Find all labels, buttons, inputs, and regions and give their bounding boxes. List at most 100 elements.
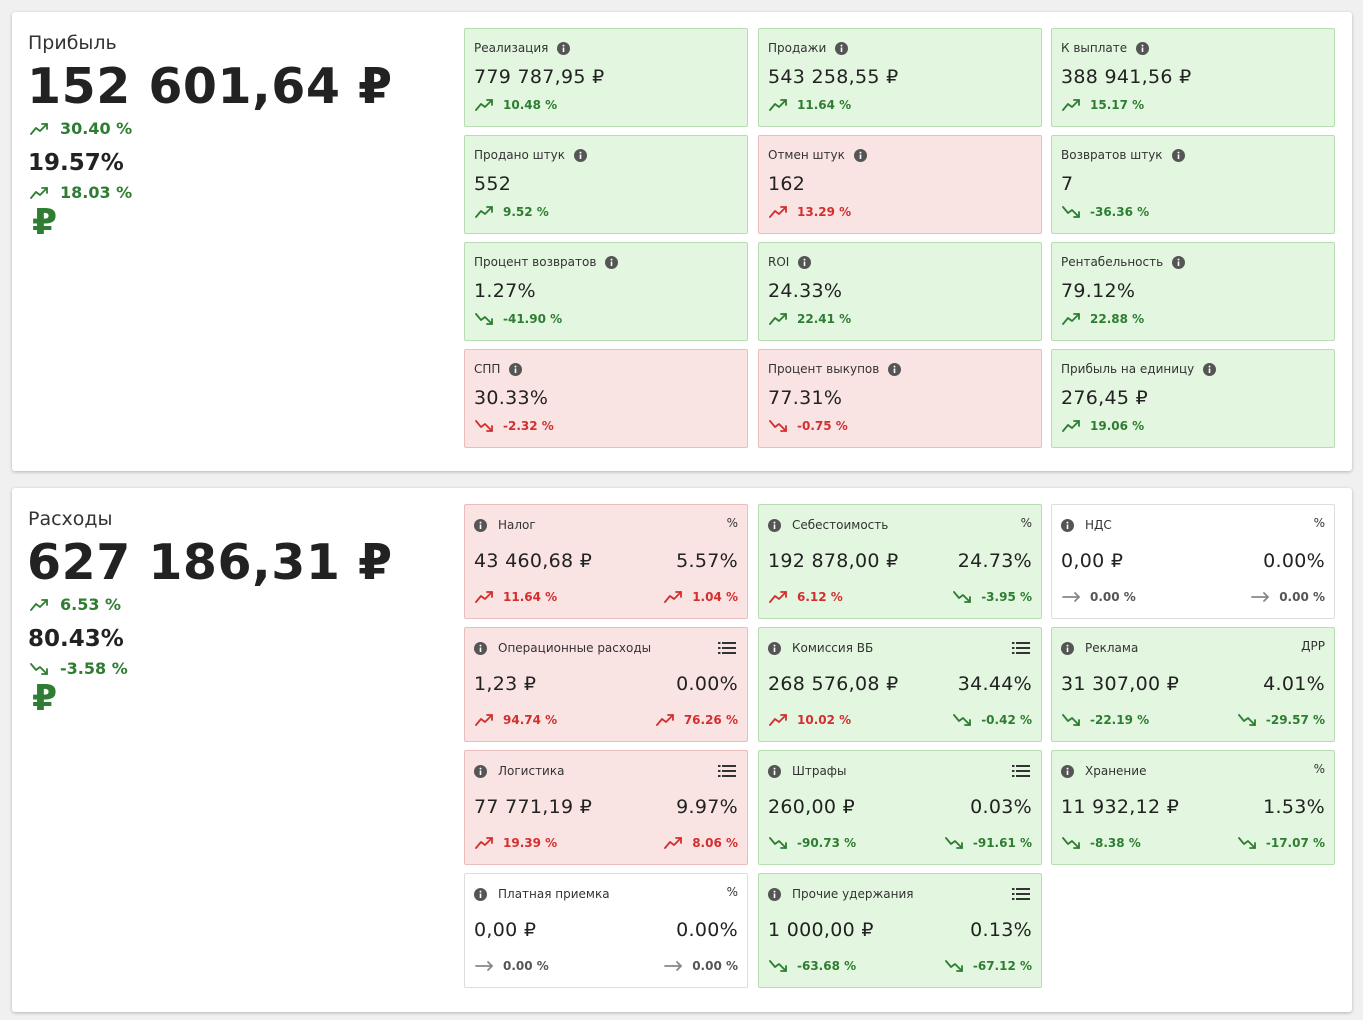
change-text: 18.03 % [60, 183, 133, 202]
icon-part [780, 313, 787, 320]
change: -29.57 % [1237, 713, 1325, 727]
card-label: Реализация [474, 41, 549, 55]
change-text: 15.17 % [1090, 98, 1145, 112]
corner-label: % [1313, 516, 1325, 530]
icon-part [1016, 652, 1030, 654]
card-value: 0,00 ₽ [1061, 550, 1124, 572]
icon-part [610, 258, 613, 261]
list-icon [1012, 642, 1030, 654]
metric-card: Рентабельность 79.12% 22.88 % [1051, 242, 1335, 341]
icon-part [1073, 719, 1080, 726]
metric-card: Процент выкупов 77.31% -0.75 % [758, 349, 1042, 448]
change-text: 22.88 % [1090, 312, 1145, 326]
currency-icon: ₽ [32, 202, 58, 243]
info-icon [768, 518, 781, 532]
icon-part [1012, 898, 1015, 900]
card-label: ROI [768, 255, 790, 269]
section-title: Прибыль [28, 32, 117, 54]
card-share: 1.53% [1263, 796, 1325, 818]
change: 30.40 % [30, 119, 132, 138]
card-value: 77 771,19 ₽ [474, 796, 593, 818]
icon-part [1016, 642, 1030, 644]
change: 6.53 % [30, 595, 121, 614]
icon-part [1062, 837, 1080, 849]
label-row: Продано штук [474, 148, 587, 162]
icon-part [769, 206, 787, 218]
trend-icon [953, 591, 972, 603]
card-label: Продажи [768, 41, 827, 55]
icon-part [664, 837, 683, 849]
icon-part [475, 714, 493, 726]
change-text: 11.64 % [503, 590, 558, 604]
icon-part [475, 313, 493, 325]
card-label: НДС [1085, 518, 1112, 532]
icon-part [718, 642, 721, 644]
trend-icon [664, 591, 683, 603]
info-icon [1061, 764, 1074, 778]
change-text: 30.40 % [60, 119, 133, 138]
change-text: 1.04 % [692, 590, 738, 604]
expense-card: Платная приемка% 0,00 ₽ 0.00% 0.00 % 0.00 % [464, 873, 748, 988]
card-value: 30.33% [474, 387, 549, 409]
change: 94.74 % [475, 713, 557, 727]
expense-card: Операционные расходы 1,23 ₽ 0.00% 94.74 % 76… [464, 627, 748, 742]
list-icon [1012, 765, 1030, 777]
card-share: 0.00% [676, 673, 738, 695]
change-text: -22.19 % [1090, 713, 1150, 727]
icon-part [1066, 524, 1069, 529]
card-label: Продано штук [474, 148, 565, 162]
icon-part [769, 420, 787, 432]
icon-part [562, 44, 565, 47]
icon-part [479, 644, 482, 647]
icon-part [514, 365, 517, 368]
trend-icon [655, 714, 674, 726]
trend-icon [1251, 592, 1270, 602]
label-row: Штрафы [768, 764, 847, 778]
change: -63.68 % [769, 959, 856, 973]
icon-part [893, 365, 896, 368]
icon-part [718, 775, 721, 777]
card-value: 31 307,00 ₽ [1061, 673, 1180, 695]
label-row: Процент выкупов [768, 362, 902, 376]
icon-part [1066, 770, 1069, 775]
icon-part [1066, 647, 1069, 652]
trend-icon [475, 99, 493, 111]
icon-part [1177, 258, 1180, 261]
change-text: -29.57 % [1265, 713, 1325, 727]
expense-card: Штрафы 260,00 ₽ 0.03% -90.73 % -91.61 % [758, 750, 1042, 865]
icon-part [1073, 99, 1080, 106]
change-text: -0.42 % [981, 713, 1032, 727]
total-value: 152 601,64 ₽ [27, 58, 393, 115]
expense-card: Налог% 43 460,68 ₽ 5.57% 11.64 % 1.04 % [464, 504, 748, 619]
icon-part [1062, 99, 1080, 111]
info-icon [798, 255, 812, 269]
icon-part [1016, 893, 1030, 895]
change-text: -41.90 % [503, 312, 563, 326]
trend-icon [475, 714, 493, 726]
label-row: Прибыль на единицу [1061, 362, 1217, 376]
icon-part [1012, 770, 1015, 772]
icon-part [30, 186, 48, 199]
expense-card: Хранение% 11 932,12 ₽ 1.53% -8.38 % -17.07 % [1051, 750, 1335, 865]
icon-part [859, 154, 862, 159]
change: -90.73 % [769, 836, 856, 850]
icon-part [579, 151, 582, 154]
card-value: 260,00 ₽ [768, 796, 856, 818]
corner-label: % [1313, 762, 1325, 776]
corner-label: % [1020, 516, 1032, 530]
label-row: Возвратов штук [1061, 148, 1185, 162]
change: -67.12 % [944, 959, 1032, 973]
card-label: Платная приемка [498, 887, 610, 901]
icon-part [769, 99, 787, 111]
icon-part [30, 662, 48, 675]
change-text: 10.48 % [503, 98, 558, 112]
trend-icon [769, 960, 787, 972]
info-icon [1171, 148, 1185, 162]
card-label: Хранение [1085, 764, 1147, 778]
icon-part [780, 842, 787, 849]
icon-part [722, 647, 736, 649]
change-text: -8.38 % [1090, 836, 1141, 850]
icon-part [944, 960, 963, 972]
metric-card: Реализация 779 787,95 ₽ 10.48 % [464, 28, 748, 127]
trend-icon [475, 837, 493, 849]
